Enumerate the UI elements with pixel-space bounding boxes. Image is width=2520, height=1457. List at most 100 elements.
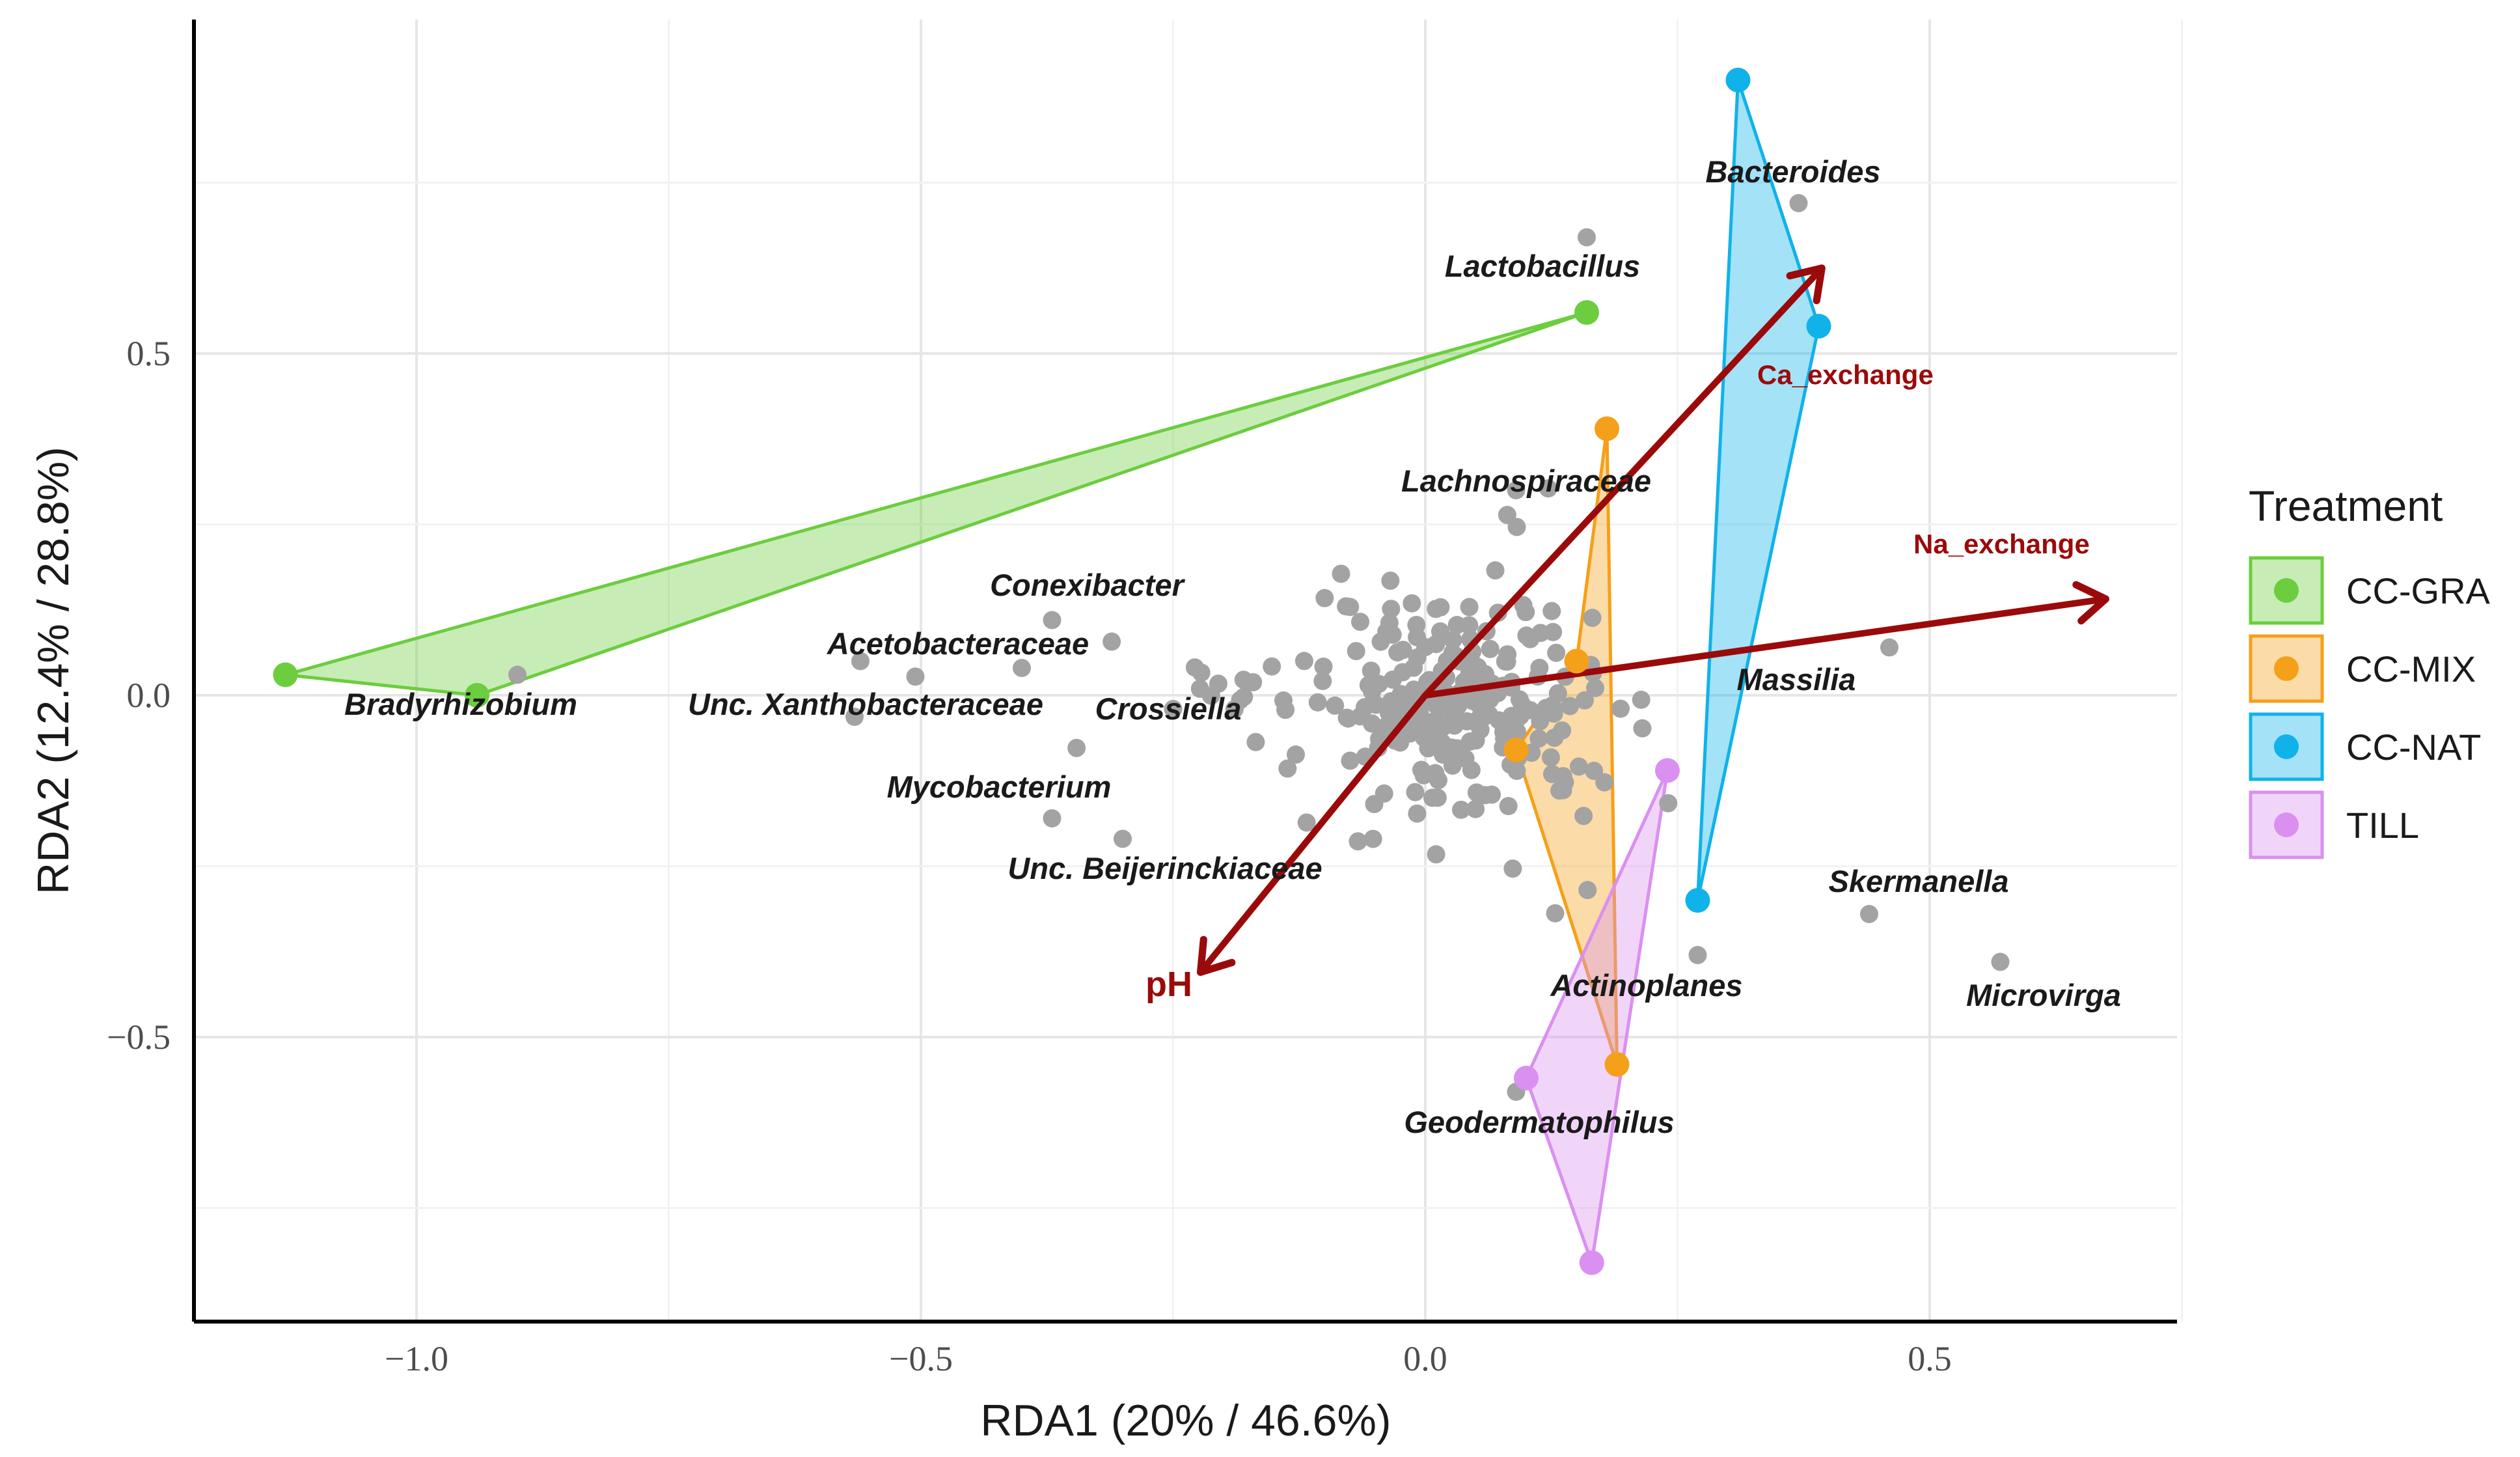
point-cc-mix <box>1564 648 1589 674</box>
tick-labels: −1.0 −0.5 0.0 0.5 −0.5 0.0 0.5 <box>107 334 1952 1378</box>
point-cc-mix <box>1595 416 1619 441</box>
taxon-point <box>1185 658 1204 677</box>
taxon-point <box>1529 729 1548 748</box>
taxon-point <box>1362 661 1380 680</box>
taxon-point <box>1383 670 1402 689</box>
taxon-point <box>1632 690 1650 709</box>
taxon-point <box>1355 698 1374 717</box>
taxon-label-actinoplanes: Actinoplanes <box>1550 968 1742 1003</box>
taxon-point <box>1341 751 1360 770</box>
taxon-point <box>1452 800 1471 819</box>
taxon-label-unc-xanthobacteraceae: Unc. Xanthobacteraceae <box>688 687 1043 721</box>
point-cc-nat <box>1685 888 1710 913</box>
taxon-point <box>1294 652 1313 671</box>
taxon-point <box>845 708 864 727</box>
taxon-point <box>1315 589 1334 607</box>
taxon-point <box>1586 678 1605 697</box>
taxon-point <box>1363 714 1382 733</box>
taxon-point-bacteroides <box>1789 194 1808 212</box>
point-cc-nat <box>1806 314 1831 339</box>
taxon-point <box>1554 767 1572 786</box>
taxon-point <box>1499 797 1518 816</box>
taxon-point <box>1349 832 1367 851</box>
legend-label-cc-gra: CC-GRA <box>2346 570 2491 611</box>
taxon-point <box>1308 693 1327 712</box>
taxon-point <box>1541 748 1560 767</box>
point-cc-mix <box>1604 1052 1630 1077</box>
taxon-point <box>1428 788 1447 807</box>
axes <box>192 20 2177 1324</box>
taxon-label-lachnospiraceae: Lachnospiraceae <box>1401 464 1651 498</box>
taxon-point <box>1234 671 1253 689</box>
hull-cc-gra <box>284 311 1589 697</box>
taxon-point <box>1475 786 1494 805</box>
y-tick-label: 0.5 <box>127 334 171 373</box>
taxon-point-lachnospiraceae <box>1507 481 1526 499</box>
taxon-point <box>1414 766 1433 784</box>
point-cc-gra <box>273 662 298 687</box>
taxon-point <box>1546 904 1565 923</box>
taxon-point <box>1486 561 1505 580</box>
legend-title: Treatment <box>2249 482 2443 530</box>
taxon-point <box>1521 630 1540 648</box>
taxon-point <box>1633 719 1652 738</box>
point-cc-nat <box>1725 68 1751 92</box>
taxon-point <box>1278 759 1297 778</box>
taxon-point-lactobacillus <box>1578 228 1596 247</box>
taxon-point <box>1337 597 1356 616</box>
taxon-point <box>1313 672 1332 691</box>
taxon-point <box>1569 757 1588 776</box>
taxon-point <box>1445 716 1464 735</box>
taxon-point <box>1561 697 1580 715</box>
hull-till <box>1524 769 1669 1264</box>
taxon-point <box>1246 732 1265 751</box>
taxon-point <box>1498 645 1517 664</box>
taxon-point-skermanella <box>1860 905 1878 923</box>
taxon-point <box>1347 642 1365 661</box>
legend-label-cc-mix: CC-MIX <box>2346 648 2476 689</box>
taxon-point <box>1419 739 1438 758</box>
taxon-point <box>1530 658 1549 677</box>
taxon-point <box>1466 799 1485 818</box>
legend-marker-till <box>2274 812 2299 837</box>
taxon-point-mycobacterium <box>1043 809 1061 827</box>
taxon-point <box>1543 696 1562 715</box>
taxon-point-acetobacteraceae <box>851 652 870 671</box>
grid-lines <box>194 20 2183 1322</box>
taxon-point <box>1235 687 1253 706</box>
taxon-point-massilia <box>1880 638 1898 657</box>
taxon-point <box>1406 783 1425 801</box>
taxon-point <box>1480 706 1499 725</box>
taxon-point <box>1503 859 1522 878</box>
taxon-point <box>1495 713 1514 732</box>
legend-item-cc-gra: CC-GRA <box>2249 556 2491 625</box>
taxon-point <box>906 667 925 686</box>
taxon-point <box>1531 712 1550 730</box>
taxon-label-bacteroides: Bacteroides <box>1705 154 1880 189</box>
legend-marker-cc-gra <box>2274 578 2299 603</box>
taxon-label-crossiella: Crossiella <box>1095 691 1242 726</box>
taxon-label-skermanella: Skermanella <box>1829 864 2009 898</box>
taxon-point <box>1408 628 1427 646</box>
taxon-point <box>1575 691 1594 710</box>
taxon-point <box>1102 632 1121 651</box>
taxon-point <box>1427 635 1445 654</box>
point-till <box>1655 758 1680 783</box>
taxon-point <box>1383 625 1402 644</box>
taxon-label-geodermatophilus: Geodermatophilus <box>1404 1105 1674 1139</box>
y-tick-label: −0.5 <box>107 1018 171 1057</box>
taxon-point <box>1363 829 1382 848</box>
treatment-hulls <box>284 78 1820 1264</box>
x-tick-label: −1.0 <box>385 1339 448 1378</box>
taxon-label-acetobacteraceae: Acetobacteraceae <box>827 626 1089 661</box>
taxon-point <box>1550 781 1569 800</box>
taxon-point <box>1444 630 1462 649</box>
taxon-point <box>1408 804 1427 823</box>
taxon-point <box>1476 686 1495 705</box>
point-cc-gra <box>1574 300 1599 325</box>
taxon-point <box>1431 598 1450 617</box>
taxon-point <box>1429 771 1448 790</box>
taxon-point <box>1460 616 1479 635</box>
taxon-point <box>1314 658 1333 676</box>
taxon-point <box>1544 622 1563 641</box>
